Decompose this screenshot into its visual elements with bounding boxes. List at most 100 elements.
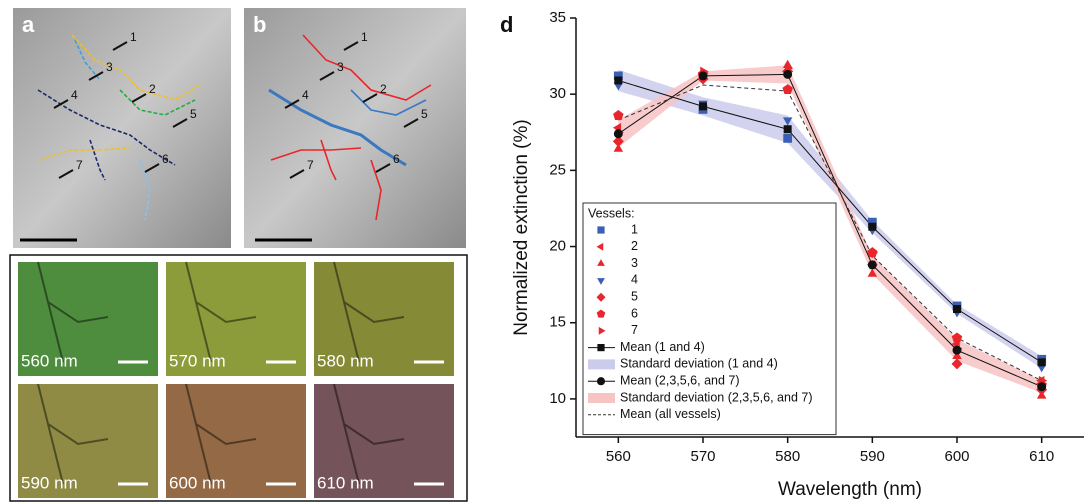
vessel-marker: [867, 247, 878, 258]
legend-marker: [596, 309, 606, 318]
mean-marker: [698, 71, 708, 81]
legend-marker: [596, 242, 604, 251]
mean-line: [618, 79, 1042, 363]
x-tick-label: 610: [1029, 448, 1054, 465]
x-tick-label: 570: [690, 448, 715, 465]
annotation-arrow: [375, 163, 391, 173]
mean-marker: [952, 345, 962, 355]
x-tick-label: 560: [606, 448, 631, 465]
vessel-marker: [613, 71, 623, 81]
mean-marker: [1037, 382, 1047, 392]
legend-marker: [597, 259, 605, 266]
vessel-texture: [185, 383, 257, 485]
annotation-arrow: [53, 99, 69, 109]
wavelength-label: 610 nm: [317, 473, 374, 492]
vessel-marker: [782, 117, 793, 126]
x-tick-label: 600: [944, 448, 969, 465]
vessel-marker: [867, 268, 878, 277]
annotation-arrow: [112, 41, 128, 51]
wavelength-label: 560 nm: [21, 351, 78, 370]
annotation-arrow: [131, 93, 147, 103]
x-tick-label: 590: [860, 448, 885, 465]
wavelength-label: 600 nm: [169, 473, 226, 492]
mean-marker: [953, 305, 961, 314]
legend-box: [582, 202, 837, 436]
mean-marker: [699, 102, 707, 111]
x-tick-label: 580: [775, 448, 800, 465]
annotation-label: 6: [162, 152, 169, 166]
annotation-label: 1: [130, 30, 137, 44]
annotation-label: 4: [71, 88, 78, 102]
vessel-marker: [952, 350, 962, 359]
wavelength-image: [18, 384, 158, 498]
mean-line: [618, 84, 1042, 382]
mean-marker: [613, 129, 623, 139]
legend-marker: [596, 292, 606, 302]
vessel-texture: [333, 261, 405, 363]
annotation-label: 5: [190, 107, 197, 121]
legend-label: 1: [631, 222, 638, 236]
vessel-marker: [613, 143, 624, 152]
vessel-texture: [37, 261, 109, 363]
legend-label: 6: [631, 306, 638, 320]
annotation-label: 3: [337, 60, 344, 74]
legend-marker: [597, 278, 605, 285]
mean-marker: [614, 76, 623, 85]
panel-label: b: [253, 12, 266, 37]
legend-marker: [598, 326, 606, 335]
legend-label: Mean (all vessels): [620, 407, 721, 421]
vessel-marker: [867, 217, 877, 227]
vessel-marker: [782, 84, 793, 95]
annotation-arrow: [284, 99, 300, 109]
y-tick-label: 10: [549, 390, 566, 407]
vessel-texture: [185, 261, 257, 363]
mean-marker: [783, 69, 793, 79]
vessel-marker: [612, 135, 624, 147]
y-tick-label: 25: [549, 161, 566, 178]
photo-b: [244, 8, 466, 248]
legend-label: 2: [631, 239, 638, 253]
wavelength-label: 570 nm: [169, 351, 226, 370]
annotation-label: 2: [380, 82, 387, 96]
annotation-arrow: [343, 41, 359, 51]
photo-a: [13, 8, 231, 248]
legend-swatch: [588, 393, 615, 403]
vessel-texture: [333, 383, 405, 485]
annotation-arrow: [88, 71, 104, 81]
annotation-label: 6: [393, 152, 400, 166]
annotation-label: 7: [76, 158, 83, 172]
legend-label: 4: [631, 273, 638, 287]
vessel-tracing-b: [268, 34, 432, 221]
legend-marker: [596, 377, 606, 386]
annotation-label: 7: [307, 158, 314, 172]
annotation-arrow: [58, 169, 74, 179]
annotation-label: 4: [302, 88, 309, 102]
legend-marker: [597, 226, 605, 234]
legend-label: 7: [631, 323, 638, 337]
wavelength-image: [314, 262, 454, 376]
legend-label: Standard deviation (2,3,5,6, and 7): [620, 390, 813, 404]
annotation-arrow: [362, 93, 378, 103]
mean-marker: [867, 260, 877, 270]
y-tick-label: 35: [549, 9, 566, 26]
mean-marker: [868, 222, 877, 231]
vessel-marker: [951, 332, 963, 343]
vessel-marker: [613, 110, 624, 120]
y-tick-label: 20: [549, 238, 566, 255]
vessel-marker: [951, 358, 963, 370]
legend-label: 3: [631, 256, 638, 270]
vessel-texture: [37, 383, 109, 485]
sd-band: [618, 65, 1042, 393]
legend-title: Vessels:: [588, 206, 635, 220]
legend-label: Mean (1 and 4): [620, 340, 705, 354]
annotation-label: 2: [149, 82, 156, 96]
panel-label: d: [500, 12, 513, 37]
wavelength-image: [314, 384, 454, 498]
annotation-arrow: [172, 118, 188, 128]
legend-marker: [597, 344, 605, 352]
legend-label: Mean (2,3,5,6, and 7): [620, 373, 740, 387]
y-tick-label: 30: [549, 85, 566, 102]
legend-label: 5: [631, 289, 638, 303]
annotation-arrow: [144, 163, 160, 173]
vessel-tracing-a: [37, 34, 201, 221]
